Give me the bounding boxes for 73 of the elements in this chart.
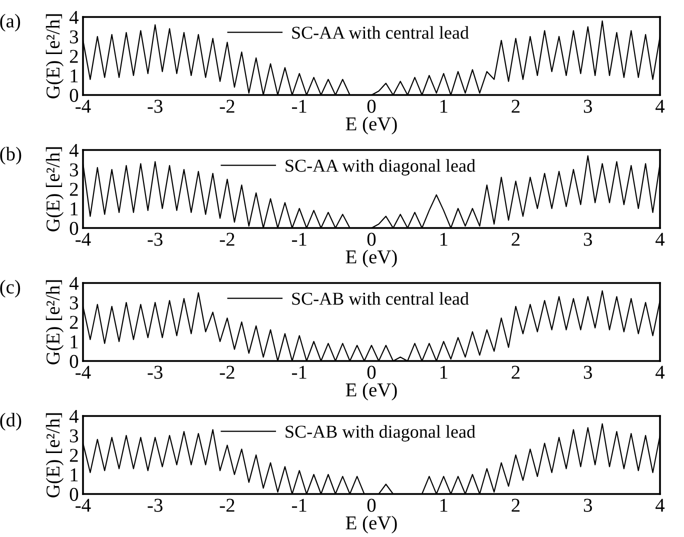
x-tick-label: 1: [440, 232, 448, 246]
y-tick-label: 2: [70, 448, 78, 462]
x-axis-title: E (eV): [346, 516, 397, 534]
x-tick-label: 4: [656, 232, 665, 246]
legend-label: SC-AB with diagonal lead: [286, 425, 476, 442]
x-tick-label: 3: [584, 232, 592, 246]
y-tick-label: 1: [70, 468, 78, 482]
x-axis-title: E (eV): [346, 250, 397, 268]
x-tick-label: 3: [584, 498, 592, 512]
y-tick-label: 1: [70, 202, 78, 216]
y-tick-label: 2: [70, 316, 78, 329]
x-tick-label: 0: [367, 366, 376, 379]
x-tick-label: 0: [367, 498, 376, 512]
x-tick-label: 2: [512, 366, 520, 379]
x-tick-label: 1: [440, 100, 448, 113]
x-tick-label: 4: [656, 366, 665, 379]
y-tick-label: 0: [70, 488, 78, 501]
x-axis-title: E (eV): [346, 116, 397, 134]
text: (d): [0, 412, 22, 431]
x-tick-label: 0: [367, 232, 376, 246]
x-tick-label: -4: [76, 232, 91, 246]
x-tick-label: -2: [220, 498, 234, 512]
y-axis-title: G(E) [e²/h]: [46, 14, 64, 98]
y-tick-label: 3: [70, 30, 78, 44]
y-tick-label: 4: [69, 410, 79, 423]
x-tick-label: -4: [76, 366, 91, 379]
y-tick-label: 0: [70, 354, 78, 368]
x-tick-label: 1: [440, 366, 448, 379]
x-tick-label: -2: [220, 366, 234, 379]
y-tick-label: 3: [70, 163, 78, 176]
y-tick-label: 0: [70, 88, 78, 102]
x-tick-label: -1: [292, 366, 306, 379]
x-tick-label: -2: [220, 232, 234, 246]
y-tick-label: 4: [69, 276, 79, 290]
y-tick-label: 4: [69, 144, 79, 157]
y-tick-label: 0: [70, 222, 78, 235]
legend-label: SC-AA with diagonal lead: [286, 159, 476, 176]
legend-label: SC-AB with central lead: [292, 292, 469, 305]
y-tick-label: 1: [70, 335, 78, 348]
y-axis-title: G(E) [e²/h]: [46, 147, 64, 232]
x-tick-label: -1: [292, 100, 306, 113]
x-tick-label: -1: [292, 232, 306, 246]
text: (c): [0, 280, 20, 298]
line-series: [83, 20, 660, 95]
x-tick-label: 2: [512, 498, 520, 512]
x-tick-label: 2: [512, 232, 520, 246]
y-tick-label: 3: [70, 429, 78, 442]
x-tick-label: -2: [220, 100, 234, 113]
x-tick-label: -3: [148, 232, 162, 246]
x-tick-label: 3: [584, 366, 592, 379]
x-tick-label: 0: [367, 100, 376, 113]
x-tick-label: 4: [656, 498, 665, 512]
x-tick-label: 2: [512, 100, 520, 113]
x-tick-label: -3: [148, 100, 162, 113]
x-tick-label: 3: [584, 100, 592, 113]
y-tick-label: 2: [70, 182, 78, 196]
y-tick-label: 4: [69, 10, 79, 24]
text: (a): [0, 14, 20, 32]
x-tick-label: -4: [76, 498, 91, 512]
x-tick-label: -4: [76, 100, 91, 113]
y-tick-label: 1: [70, 69, 78, 82]
x-tick-label: 1: [440, 498, 448, 512]
y-axis-title: G(E) [e²/h]: [46, 280, 64, 364]
x-axis-title: E (eV): [346, 382, 397, 400]
x-tick-label: -3: [148, 498, 162, 512]
x-tick-label: 4: [656, 100, 665, 113]
text: (b): [0, 146, 22, 165]
y-tick-label: 2: [70, 50, 78, 63]
y-axis-title: G(E) [e²/h]: [46, 413, 64, 498]
y-tick-label: 3: [70, 296, 78, 310]
x-tick-label: -3: [148, 366, 162, 379]
x-tick-label: -1: [292, 498, 306, 512]
legend-label: SC-AA with central lead: [292, 26, 469, 39]
